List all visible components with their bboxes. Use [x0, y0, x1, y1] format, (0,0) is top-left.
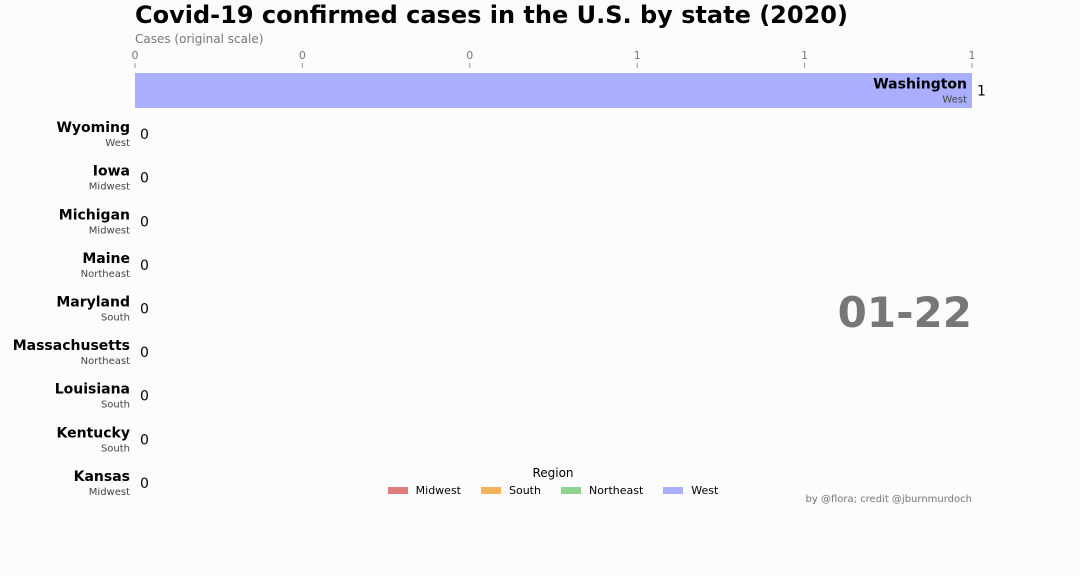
value-label: 0	[140, 127, 149, 143]
legend-swatch-west	[663, 487, 684, 494]
credit: by @flora; credit @jburnmurdoch	[805, 494, 972, 505]
date-label: 01-22	[837, 288, 972, 337]
value-label: 0	[140, 432, 149, 448]
x-tick-label: 0	[466, 49, 473, 62]
region-label: Northeast	[81, 356, 130, 367]
value-label: 0	[140, 302, 149, 318]
x-tick-label: 1	[969, 49, 976, 62]
state-label: Kansas	[74, 469, 130, 485]
region-label: South	[101, 443, 130, 454]
legend-items: Midwest South Northeast West	[385, 484, 721, 497]
value-label: 0	[140, 345, 149, 361]
state-label: Maryland	[56, 295, 130, 311]
value-label: 0	[140, 214, 149, 230]
bar	[135, 73, 972, 108]
value-label: 0	[140, 389, 149, 405]
region-label: Northeast	[81, 269, 130, 280]
legend-label-midwest: Midwest	[415, 484, 461, 497]
x-tick-label: 0	[299, 49, 306, 62]
x-tick-label: 0	[132, 49, 139, 62]
region-label: West	[105, 138, 130, 149]
legend: Region Midwest South Northeast West	[385, 466, 721, 497]
legend-swatch-northeast	[560, 487, 581, 494]
legend-item-west: West	[663, 484, 718, 497]
chart-title: Covid-19 confirmed cases in the U.S. by …	[135, 1, 848, 29]
x-tick-label: 1	[634, 49, 641, 62]
region-label: South	[101, 400, 130, 411]
region-label: West	[942, 95, 967, 106]
value-label: 0	[140, 258, 149, 274]
state-label: Kentucky	[57, 425, 130, 441]
value-label: 1	[977, 84, 986, 100]
legend-item-midwest: Midwest	[387, 484, 461, 497]
legend-item-northeast: Northeast	[560, 484, 644, 497]
state-label: Maine	[82, 251, 130, 267]
value-label: 0	[140, 171, 149, 187]
x-tick-label: 1	[801, 49, 808, 62]
state-label: Washington	[873, 77, 967, 93]
region-label: South	[101, 313, 130, 324]
legend-swatch-midwest	[387, 487, 408, 494]
legend-label-northeast: Northeast	[588, 484, 644, 497]
state-label: Wyoming	[56, 120, 130, 136]
x-axis-label: Cases (original scale)	[135, 32, 264, 46]
region-label: Midwest	[89, 487, 130, 498]
state-label: Iowa	[93, 164, 130, 180]
legend-title: Region	[532, 466, 574, 480]
legend-swatch-south	[481, 487, 501, 494]
region-label: Midwest	[89, 225, 130, 236]
legend-label-west: West	[691, 484, 719, 497]
state-label: Massachusetts	[13, 338, 130, 354]
state-label: Michigan	[59, 207, 130, 223]
legend-item-south: South	[481, 484, 541, 497]
value-label: 0	[140, 476, 149, 492]
legend-label-south: South	[509, 484, 541, 497]
region-label: Midwest	[89, 182, 130, 193]
state-label: Louisiana	[55, 382, 130, 398]
